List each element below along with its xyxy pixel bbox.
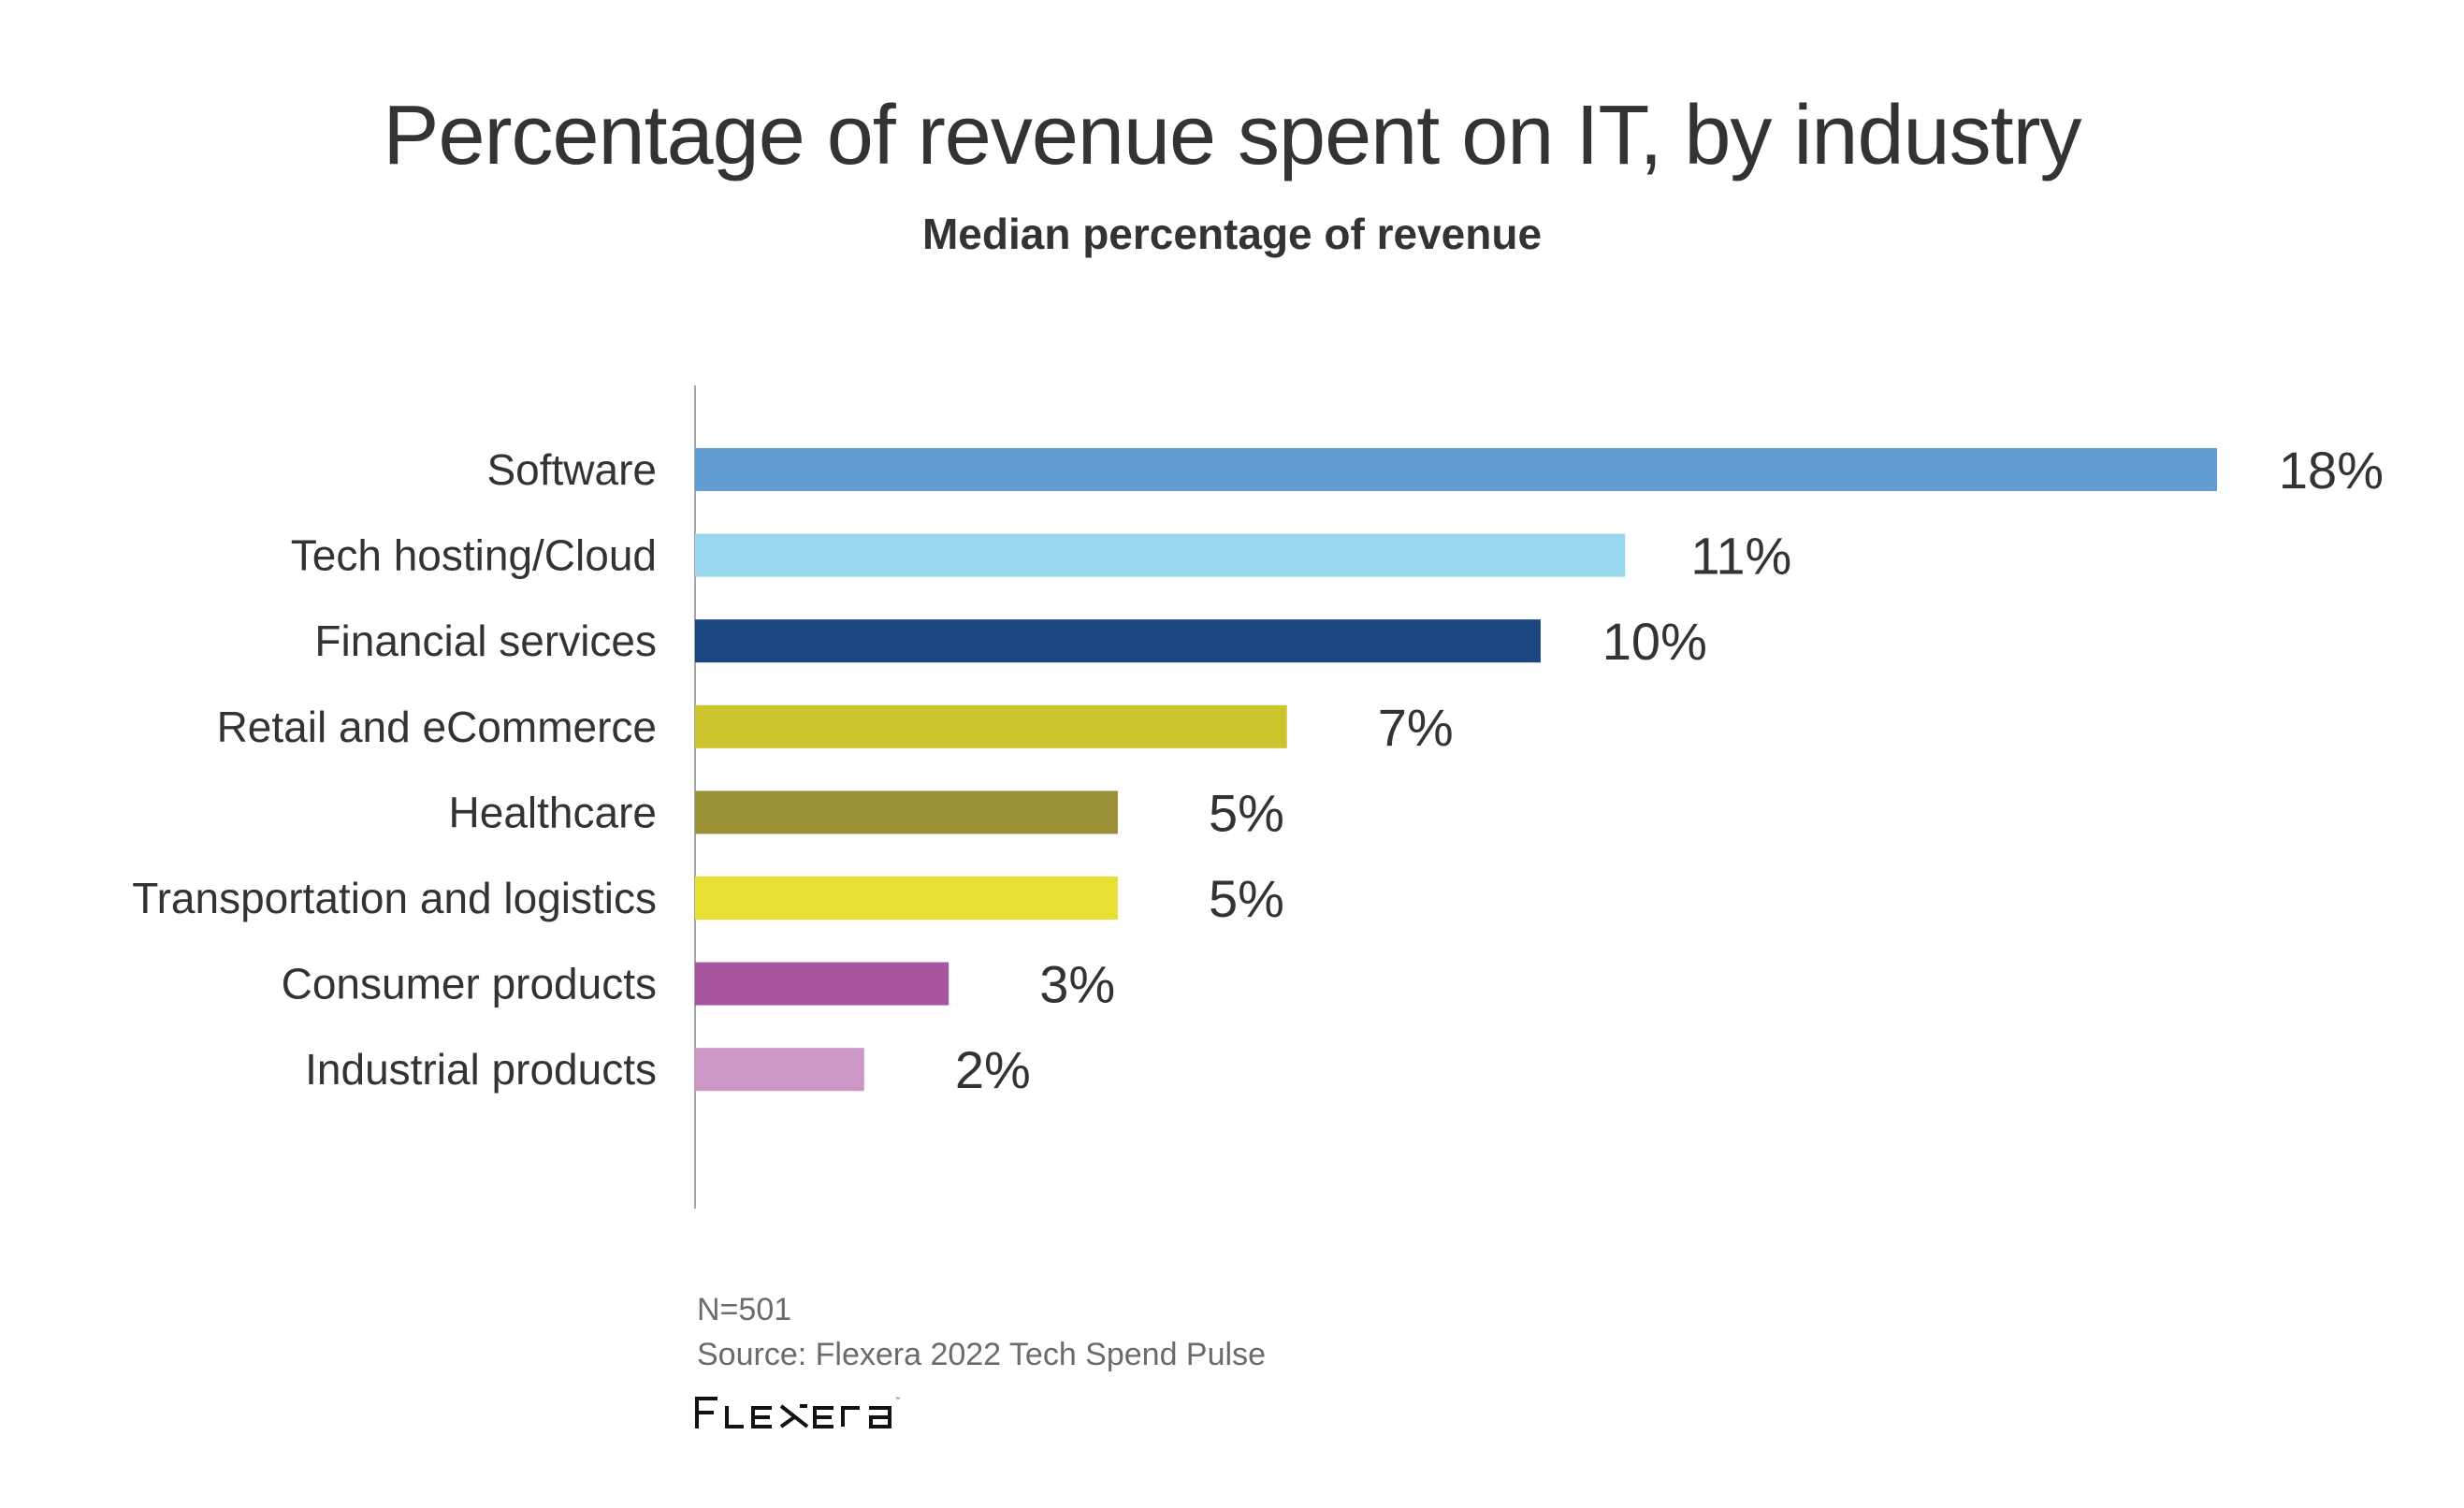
bar-financial-services [695, 619, 1541, 663]
value-label: 10% [1602, 612, 1707, 671]
value-label: 11% [1690, 527, 1791, 586]
category-label: Software [486, 445, 657, 494]
category-label: Retail and eCommerce [217, 703, 657, 751]
bar-consumer-products [695, 962, 949, 1006]
bars [695, 448, 2217, 1092]
category-label: Consumer products [282, 960, 657, 1008]
value-labels: 18% 11% 10% 7% 5% 5% 3%2% [955, 441, 2384, 1099]
bar-retail-and-ecommerce [695, 704, 1287, 748]
bar-transportation-and-logistics [695, 877, 1118, 920]
category-label: Financial services [314, 616, 657, 665]
category-label: Tech hosting/Cloud [291, 531, 657, 580]
category-label: Healthcare [449, 788, 657, 836]
category-labels: Software Tech hosting/Cloud Financial serv… [132, 445, 657, 1094]
value-label: 18% [2279, 441, 2384, 500]
bar-software [695, 448, 2217, 491]
bar-healthcare [695, 790, 1118, 834]
category-label: Industrial products [305, 1045, 657, 1094]
flexera-logo-icon: ™ [695, 1397, 900, 1428]
sample-size-note: N=501 [697, 1292, 792, 1327]
value-label: 2% [955, 1040, 1031, 1099]
value-label: 5% [1209, 869, 1284, 928]
chart-title: Percentage of revenue spent on IT, by in… [383, 89, 2081, 182]
source-note: Source: Flexera 2022 Tech Spend Pulse [697, 1337, 1266, 1372]
category-label: Transportation and logistics [132, 874, 657, 922]
bar-tech-hosting-cloud [695, 533, 1626, 577]
chart-subtitle: Median percentage of revenue [921, 210, 1543, 258]
value-label: 3% [1039, 955, 1115, 1014]
bar-industrial-products [695, 1048, 864, 1092]
value-label: 5% [1209, 783, 1284, 842]
value-label: 7% [1378, 698, 1454, 757]
svg-text:™: ™ [895, 1397, 900, 1402]
